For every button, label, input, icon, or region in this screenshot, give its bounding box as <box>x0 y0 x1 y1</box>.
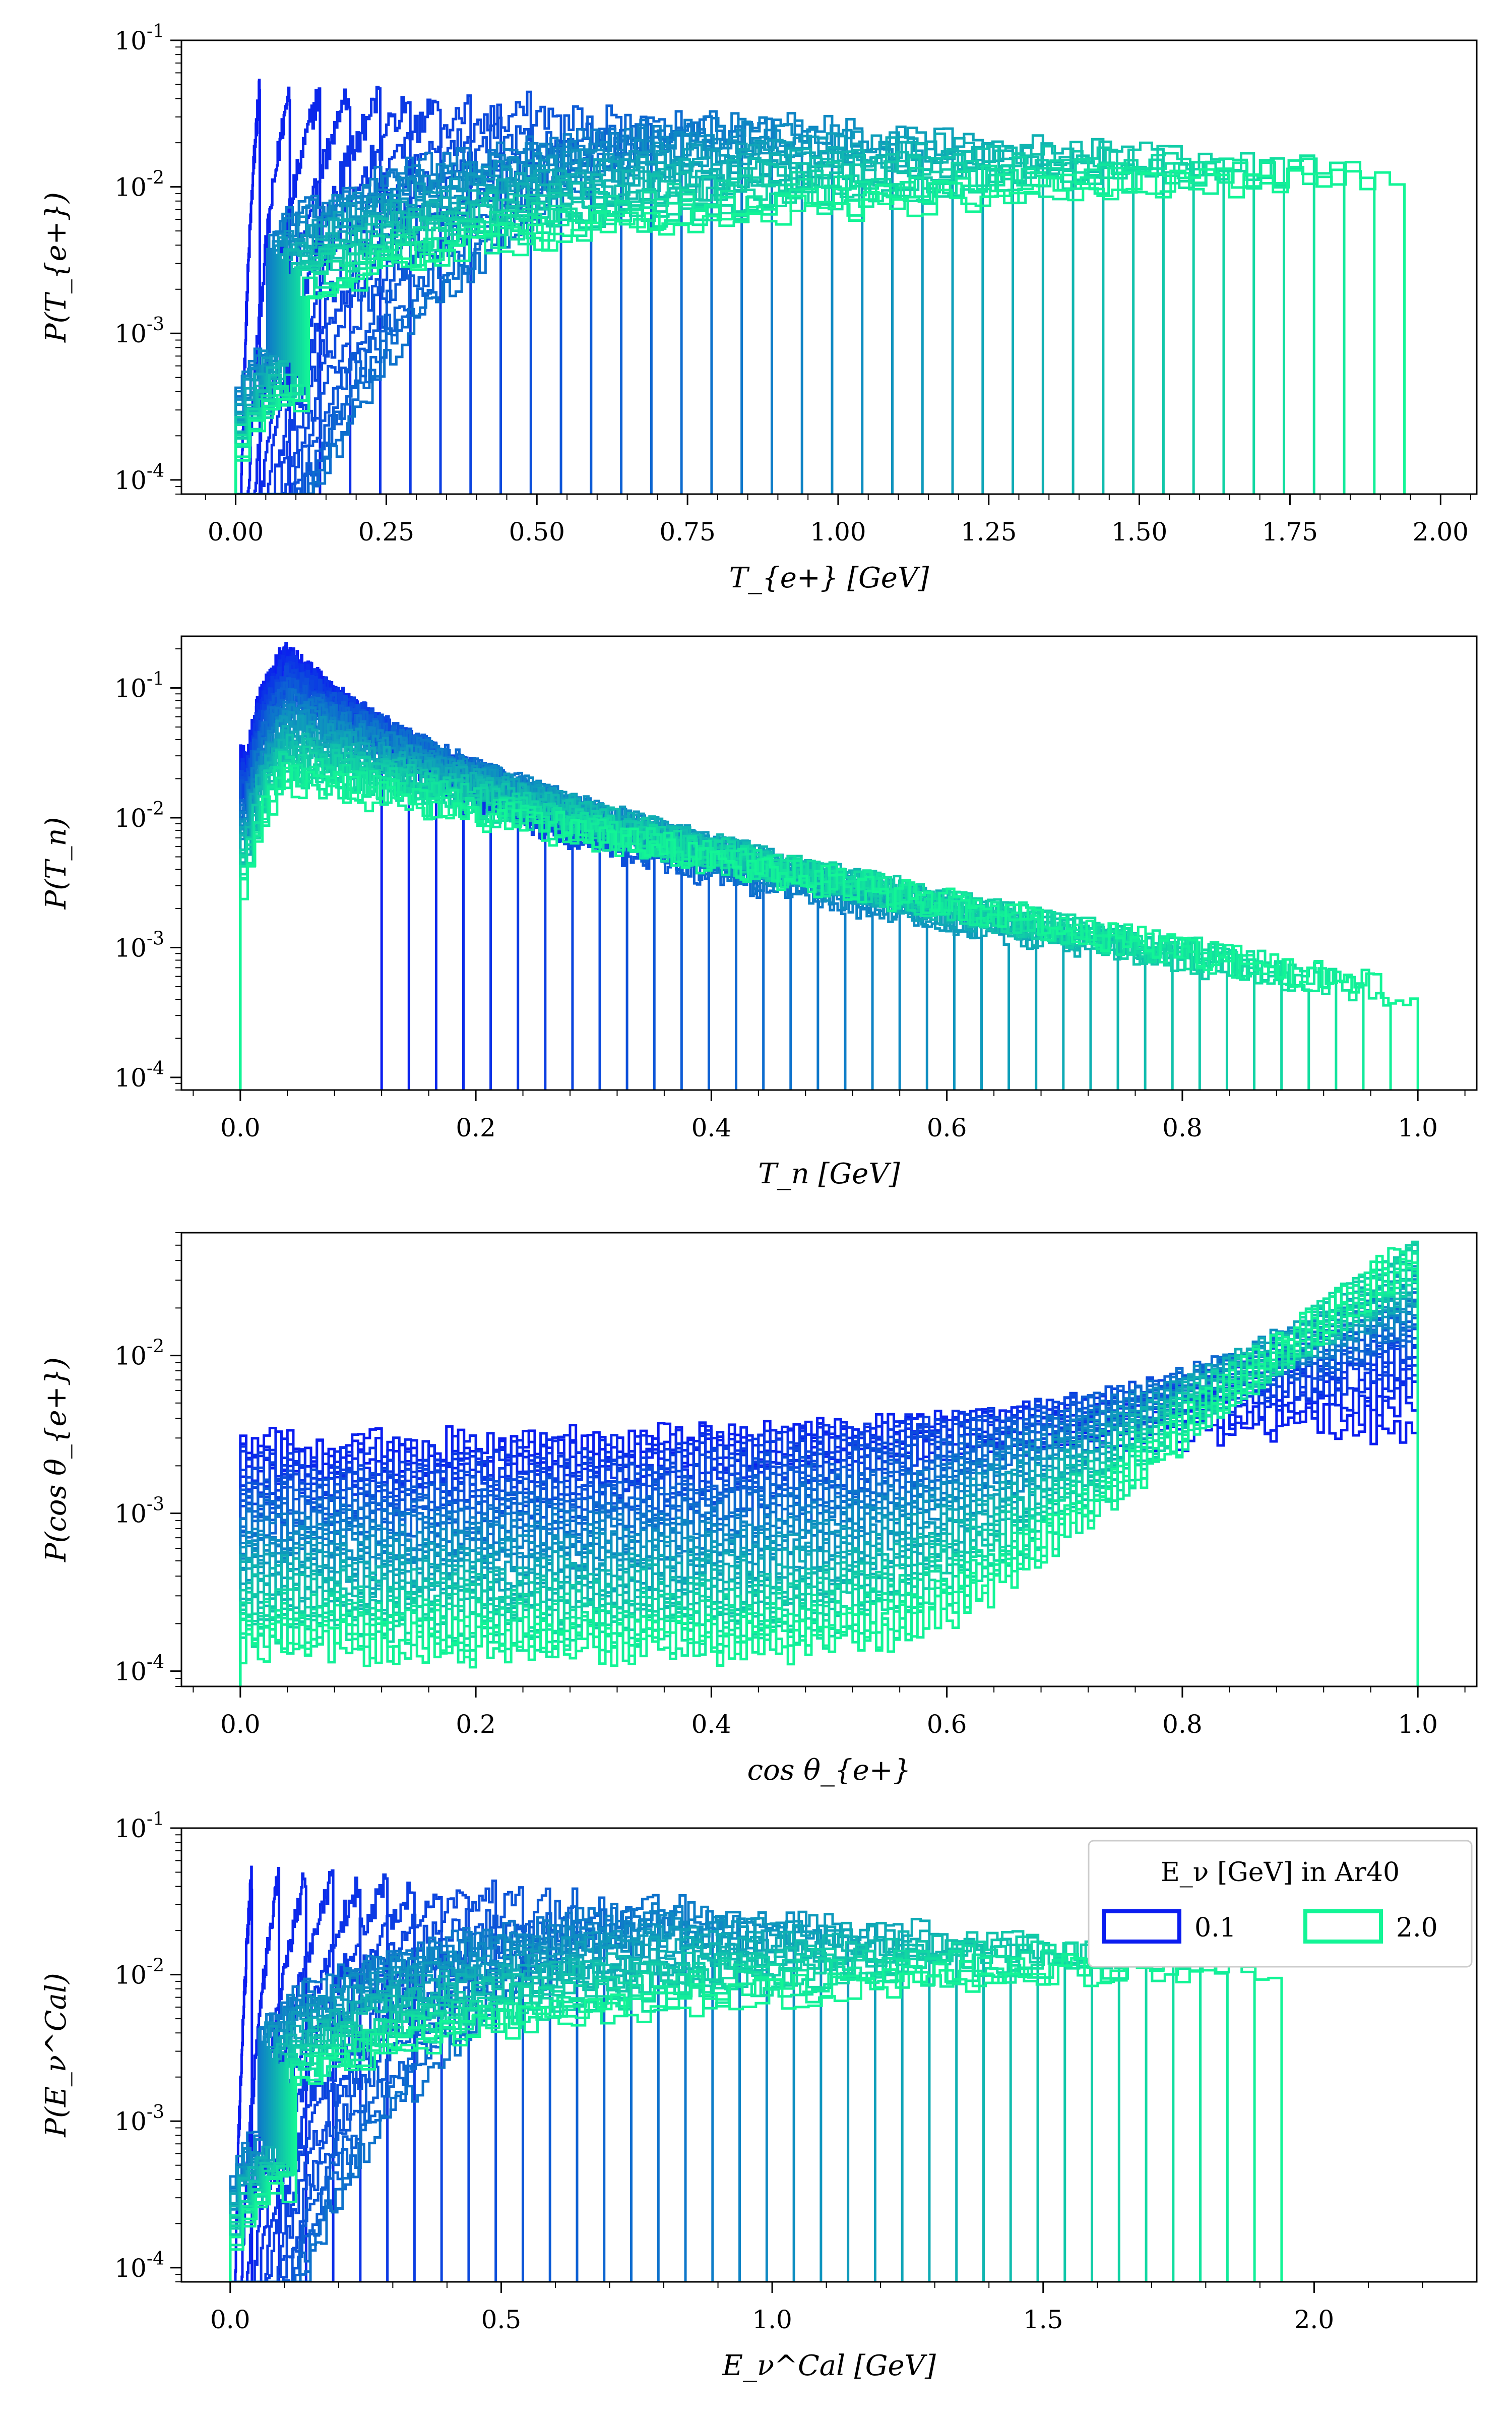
series-line <box>239 766 1419 1090</box>
y-tick-label: 10-2 <box>114 168 164 202</box>
x-tick-label: 0.50 <box>509 517 565 547</box>
y-tick-label: 10-1 <box>114 1809 164 1843</box>
x-tick-label: 0.25 <box>358 517 414 547</box>
panel-neutron-energy: 0.0 0.2 0.4 0.6 0.8 1.0 10-4 10-3 10-2 10-1 T_n [G… <box>40 635 1478 1190</box>
y-tick-label: 10-3 <box>114 2102 164 2136</box>
x-axis-label: cos θ_{e+} <box>747 1754 911 1787</box>
series-line <box>239 751 1283 1090</box>
y-tick-label: 10-2 <box>114 1956 164 1990</box>
series-line <box>235 86 291 494</box>
series-group <box>229 1865 1283 2282</box>
series-group <box>239 642 1419 1090</box>
series-line <box>239 764 1392 1090</box>
x-tick-label: 1.5 <box>1023 2305 1063 2334</box>
x-tick-label: 1.00 <box>810 517 866 547</box>
series-line <box>229 1923 904 2282</box>
legend-title: E_ν [GeV] in Ar40 <box>1161 1857 1400 1888</box>
legend-frame <box>1088 1840 1473 1968</box>
x-tick-label: 0.2 <box>456 1710 496 1739</box>
plot-frame <box>180 1827 1478 2283</box>
x-tick-label: 0.6 <box>927 1710 967 1739</box>
x-tick-label: 0.8 <box>1162 1113 1203 1142</box>
x-tick-label: 1.25 <box>961 517 1017 547</box>
x-tick-label: 2.0 <box>1294 2305 1335 2334</box>
series-line <box>234 125 924 494</box>
series-line <box>229 1904 741 2282</box>
panel-positron-angle: 0.0 0.2 0.4 0.6 0.8 1.0 10-4 10-3 10-2 cos θ_{e+}… <box>40 1232 1478 1787</box>
y-tick-label: 10-2 <box>114 1337 164 1371</box>
x-tick-label: 0.00 <box>208 517 264 547</box>
series-line <box>229 1952 1283 2282</box>
y-tick-label: 10-4 <box>114 1058 164 1093</box>
y-tick-label: 10-3 <box>114 929 164 963</box>
plot-frame <box>180 1232 1478 1687</box>
series-line <box>229 1910 823 2282</box>
x-tick-label: 1.0 <box>1398 1710 1438 1739</box>
y-tick-label: 10-4 <box>114 2249 164 2283</box>
y-tick-label: 10-3 <box>114 1494 164 1529</box>
series-line <box>234 157 1285 494</box>
legend-entry-label: 2.0 <box>1396 1913 1438 1943</box>
panel-positron-energy: 0.00 0.25 0.50 0.75 1.00 1.25 1.50 1.75 2.00 10-4… <box>40 21 1478 594</box>
series-line <box>230 1887 551 2282</box>
y-tick-label: 10-1 <box>114 21 164 55</box>
x-tick-label: 1.50 <box>1111 517 1167 547</box>
y-tick-label: 10-4 <box>114 461 164 495</box>
x-tick-label: 1.0 <box>752 2305 792 2334</box>
x-axis-label: E_ν^Cal [GeV] <box>722 2349 936 2382</box>
series-line <box>229 1930 985 2282</box>
series-line <box>234 118 864 494</box>
x-axis-label: T_n [GeV] <box>758 1158 900 1190</box>
series-line <box>239 1254 1419 1686</box>
series-line <box>234 157 1346 494</box>
legend-swatch <box>1303 1909 1383 1944</box>
x-tick-label: 0.0 <box>220 1113 261 1142</box>
x-tick-label: 0.6 <box>927 1113 967 1142</box>
x-tick-label: 0.4 <box>691 1113 732 1142</box>
x-tick-label: 0.75 <box>659 517 715 547</box>
y-tick-label: 10-2 <box>114 799 164 833</box>
y-axis-label: P(T_n) <box>40 817 73 910</box>
series-line <box>239 752 1310 1090</box>
series-line <box>234 132 1015 494</box>
series-line <box>234 168 1406 494</box>
x-tick-label: 0.4 <box>691 1710 732 1739</box>
y-tick-label: 10-4 <box>114 1652 164 1686</box>
x-tick-label: 0.5 <box>481 2305 522 2334</box>
y-tick-label: 10-1 <box>114 669 164 703</box>
series-line <box>229 1911 795 2282</box>
plot-frame <box>180 39 1478 495</box>
y-tick-label: 10-3 <box>114 314 164 348</box>
plot-frame <box>180 635 1478 1091</box>
series-group <box>239 1240 1419 1686</box>
x-tick-label: 0.0 <box>220 1710 261 1739</box>
x-axis-label: T_{e+} [GeV] <box>729 562 929 594</box>
legend-swatch <box>1102 1909 1181 1944</box>
legend-entry-label: 0.1 <box>1194 1913 1236 1943</box>
series-line <box>230 1872 307 2282</box>
x-tick-label: 0.2 <box>456 1113 496 1142</box>
y-axis-label: P(cos θ_{e+}) <box>40 1357 73 1562</box>
x-tick-label: 0.8 <box>1162 1710 1203 1739</box>
x-tick-label: 2.00 <box>1413 517 1469 547</box>
y-axis-label: P(E_ν^Cal) <box>40 1973 73 2137</box>
series-group <box>234 78 1406 494</box>
series-line <box>230 1865 254 2282</box>
x-tick-label: 0.0 <box>210 2305 250 2334</box>
y-axis-label: P(T_{e+}) <box>40 192 73 343</box>
panel-calorimetric-energy: 0.0 0.5 1.0 1.5 2.0 10-4 10-3 10-2 10-1 E_ν^Cal [… <box>40 1809 1478 2382</box>
x-tick-label: 1.0 <box>1398 1113 1438 1142</box>
series-line <box>234 152 1255 494</box>
x-tick-label: 1.75 <box>1262 517 1318 547</box>
legend: E_ν [GeV] in Ar40 0.1 2.0 <box>1088 1840 1473 1968</box>
